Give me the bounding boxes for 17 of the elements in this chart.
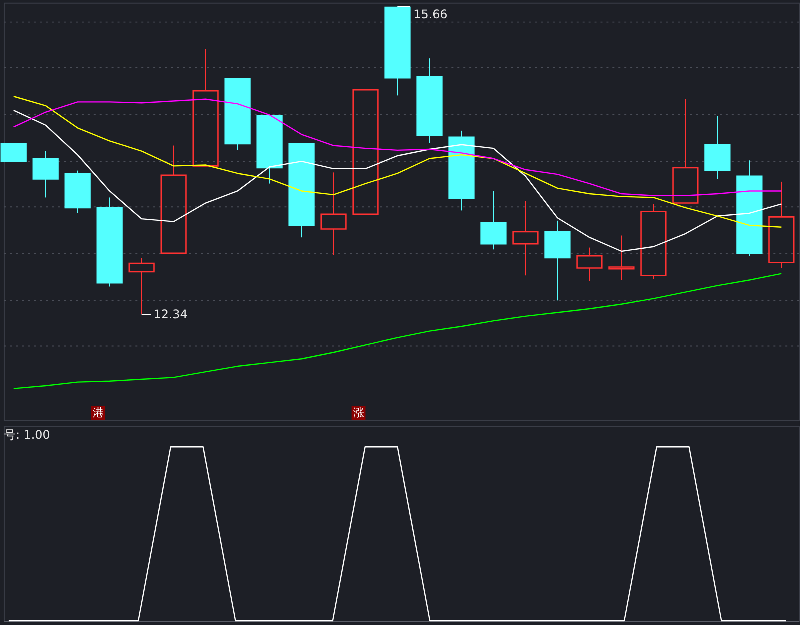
candlestick: [32, 150, 59, 198]
candlestick: [480, 190, 507, 250]
candlestick: [416, 58, 443, 144]
candlestick: [512, 200, 539, 276]
candlestick: [544, 220, 571, 302]
candlestick: [704, 116, 731, 180]
annotation: 15.66: [414, 8, 448, 22]
candlestick: [448, 130, 475, 212]
candlestick: [128, 258, 155, 316]
annotation: 港: [92, 406, 104, 420]
annotation: 涨: [353, 406, 364, 420]
candlestick: [96, 197, 123, 288]
candlestick: [608, 235, 635, 281]
annotation: 12.34: [154, 308, 188, 322]
candlestick: [320, 172, 347, 256]
chart-title: 号: 1.00: [4, 428, 50, 442]
candlestick: [576, 247, 603, 282]
